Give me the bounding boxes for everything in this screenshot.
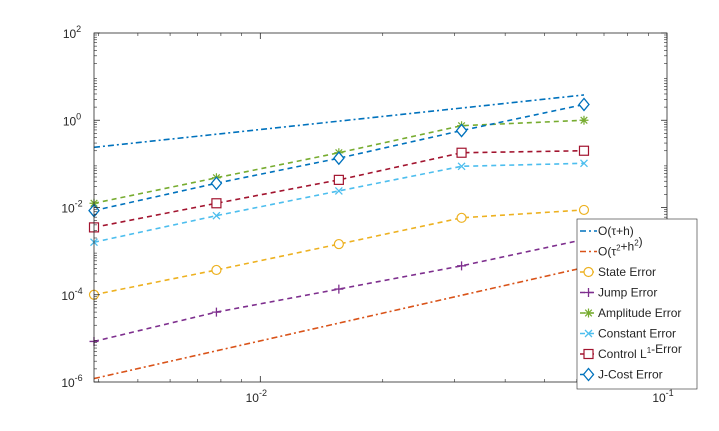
legend-label: Control L1-Error <box>598 342 682 361</box>
data-point <box>578 204 590 216</box>
axes: 10-2 10-1 10-6 10-4 10-2 100 102 <box>61 24 673 405</box>
data-point <box>334 186 343 195</box>
series-line <box>93 119 585 205</box>
data-point <box>457 261 467 271</box>
y-tick-label: 10-2 <box>61 199 82 216</box>
legend-label: O(τ2+h2) <box>598 235 643 259</box>
legend-label: Constant Error <box>598 327 676 341</box>
series-line <box>93 162 585 244</box>
legend-marker <box>583 348 594 360</box>
data-point <box>333 174 344 185</box>
series-7 <box>88 97 590 218</box>
legend-entry-4: Amplitude Error <box>580 306 681 320</box>
y-tick-label: 102 <box>63 24 81 41</box>
legend-label: Amplitude Error <box>598 306 681 320</box>
data-point <box>456 147 467 158</box>
data-point <box>211 307 221 317</box>
data-point <box>334 284 344 294</box>
legend-entry-2: State Error <box>580 265 656 279</box>
data-point <box>456 212 467 223</box>
legend-marker <box>583 266 594 278</box>
series-line <box>93 149 584 229</box>
legend-entry-0: O(τ+h) <box>580 224 634 238</box>
legend-entry-5: Constant Error <box>580 327 676 341</box>
legend-label: O(τ+h) <box>598 224 634 238</box>
series-5 <box>90 159 588 247</box>
legend-marker <box>584 308 593 318</box>
legend-entry-6: Control L1-Error <box>580 342 682 361</box>
legend-label: J-Cost Error <box>598 368 663 382</box>
legend-entry-7: J-Cost Error <box>580 367 663 382</box>
series-0 <box>93 94 585 149</box>
legend-marker <box>584 329 593 338</box>
series-line <box>93 238 585 343</box>
data-point <box>210 176 223 191</box>
data-point <box>578 97 590 112</box>
x-tick-label: 10-2 <box>246 388 267 405</box>
data-point <box>333 238 344 250</box>
data-point <box>211 264 222 276</box>
plot-area <box>88 94 590 380</box>
legend-entry-3: Jump Error <box>580 286 657 300</box>
data-point <box>333 151 345 166</box>
data-point <box>212 211 221 220</box>
y-tick-label: 10-4 <box>61 286 82 303</box>
legend-label: Jump Error <box>598 286 657 300</box>
y-tick-label: 100 <box>63 111 81 128</box>
legend: O(τ+h)O(τ2+h2) State Error Jump Error Ampli… <box>576 218 698 390</box>
data-point <box>211 198 222 209</box>
series-line <box>93 94 585 149</box>
legend-marker <box>584 288 593 297</box>
legend-marker <box>582 367 595 382</box>
series-line <box>93 209 585 296</box>
y-tick-label: 10-6 <box>61 373 82 390</box>
x-tick-label: 10-1 <box>652 388 673 405</box>
data-point <box>457 162 466 171</box>
legend-label: State Error <box>598 265 656 279</box>
data-point <box>455 123 468 138</box>
series-2 <box>88 204 590 300</box>
legend-entry-1: O(τ2+h2) <box>580 235 643 259</box>
legend-box <box>576 218 698 390</box>
series-3 <box>89 234 589 346</box>
data-point <box>578 145 590 156</box>
series-line <box>93 103 585 212</box>
data-point <box>579 115 589 125</box>
data-point <box>580 159 588 168</box>
